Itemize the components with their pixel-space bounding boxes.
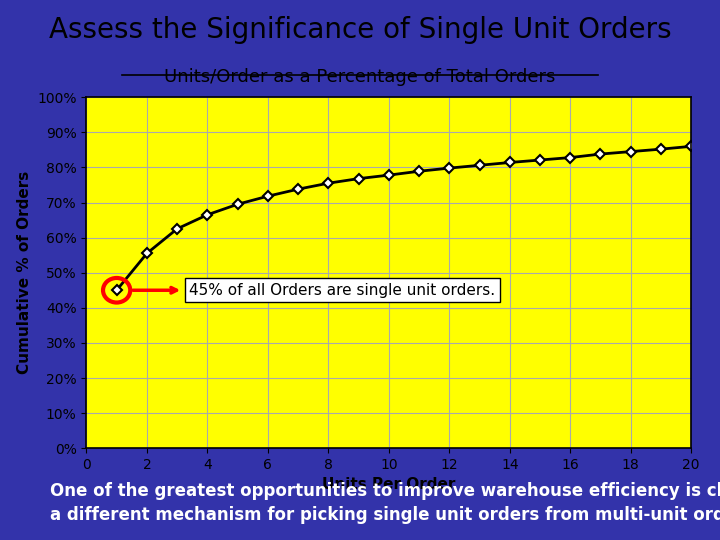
Text: a different mechanism for picking single unit orders from multi-unit orders.: a different mechanism for picking single… bbox=[50, 506, 720, 524]
Text: Assess the Significance of Single Unit Orders: Assess the Significance of Single Unit O… bbox=[49, 16, 671, 44]
X-axis label: Units Per Order: Units Per Order bbox=[322, 477, 456, 492]
Text: Units/Order as a Percentage of Total Orders: Units/Order as a Percentage of Total Ord… bbox=[164, 68, 556, 85]
Text: One of the greatest opportunities to improve warehouse efficiency is choosing: One of the greatest opportunities to imp… bbox=[50, 482, 720, 500]
Y-axis label: Cumulative % of Orders: Cumulative % of Orders bbox=[17, 171, 32, 374]
Text: 45% of all Orders are single unit orders.: 45% of all Orders are single unit orders… bbox=[189, 283, 495, 298]
